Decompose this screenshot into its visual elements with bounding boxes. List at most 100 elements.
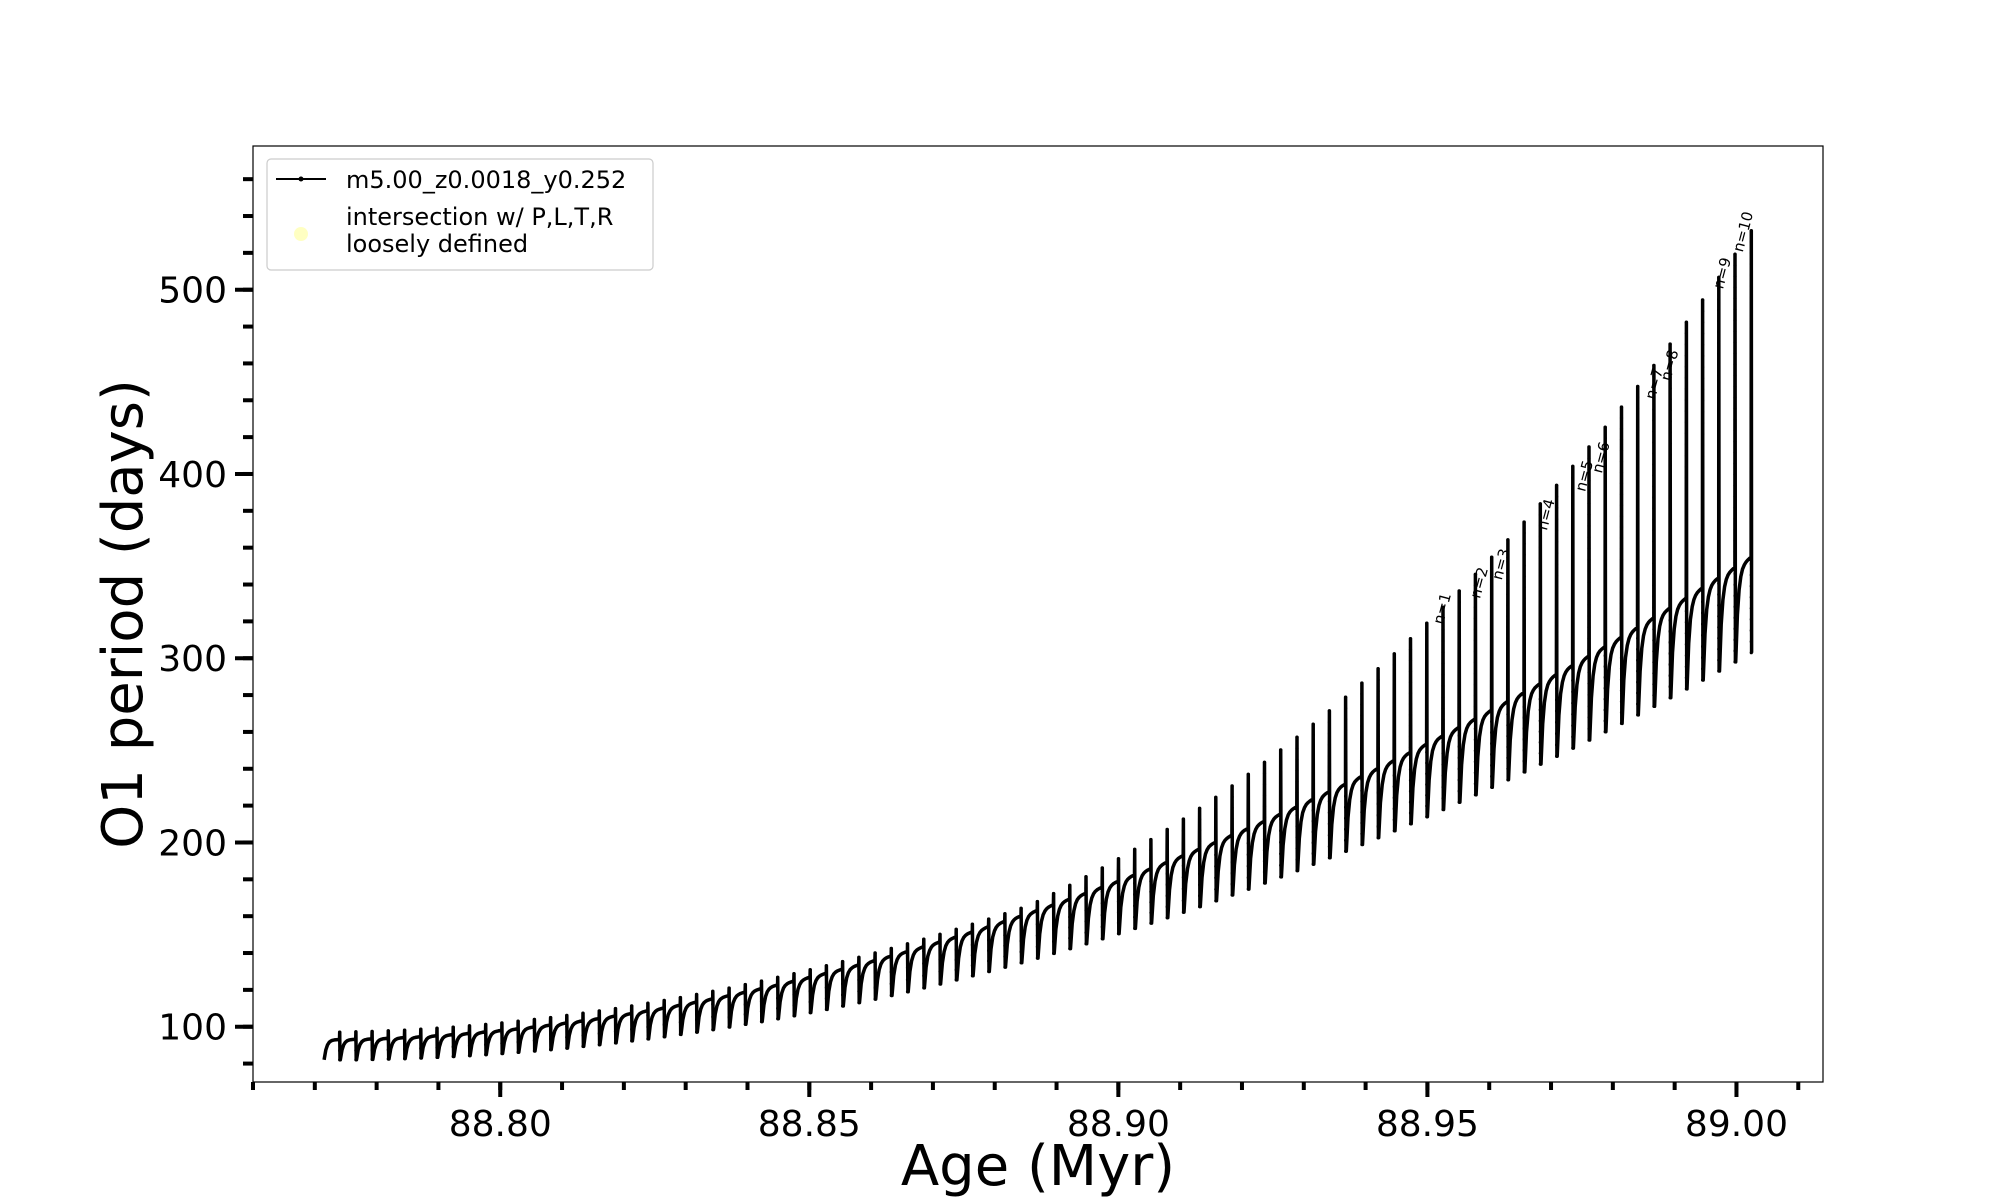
series-point bbox=[484, 1053, 488, 1057]
series-point bbox=[1084, 886, 1088, 890]
series-point bbox=[1457, 622, 1461, 627]
series-point bbox=[776, 996, 780, 1000]
series-point bbox=[1538, 578, 1542, 582]
series-point bbox=[1603, 588, 1607, 593]
series-point bbox=[1165, 827, 1169, 832]
series-point bbox=[1457, 678, 1461, 682]
series-point bbox=[776, 1017, 780, 1021]
series-point bbox=[1619, 492, 1624, 496]
series-point bbox=[987, 917, 991, 921]
series-point bbox=[1344, 750, 1348, 754]
series-point bbox=[1555, 585, 1559, 589]
series-point bbox=[1587, 535, 1591, 539]
series-point bbox=[1068, 904, 1072, 909]
series-point bbox=[1538, 534, 1542, 539]
series-point bbox=[922, 974, 926, 978]
series-point bbox=[1733, 462, 1737, 466]
series-point bbox=[370, 1039, 374, 1043]
series-point bbox=[1538, 708, 1542, 712]
series-point bbox=[1262, 826, 1267, 830]
series-point bbox=[1068, 947, 1072, 951]
series-point bbox=[1733, 384, 1737, 389]
series-point bbox=[1441, 639, 1445, 643]
series-point bbox=[889, 970, 893, 974]
series-point bbox=[1619, 416, 1624, 420]
series-point bbox=[1214, 818, 1218, 823]
series-point bbox=[743, 1002, 747, 1007]
series-point bbox=[467, 1024, 472, 1028]
series-point bbox=[1717, 538, 1721, 542]
annotation-label: n=1 bbox=[1429, 591, 1455, 626]
series-point bbox=[1652, 572, 1656, 577]
series-point bbox=[1473, 793, 1477, 797]
series-point bbox=[1701, 466, 1705, 470]
series-point bbox=[1522, 759, 1526, 763]
series-point bbox=[1522, 607, 1526, 611]
series-point bbox=[1619, 700, 1624, 704]
series-point bbox=[1717, 603, 1721, 608]
series-point bbox=[338, 1030, 342, 1034]
series-point bbox=[500, 1051, 504, 1056]
series-point bbox=[435, 1036, 439, 1040]
series-point bbox=[1116, 857, 1121, 861]
series-point bbox=[1295, 824, 1299, 828]
series-point bbox=[1749, 362, 1753, 366]
legend-circle-marker bbox=[294, 227, 308, 241]
series-point bbox=[1636, 417, 1640, 421]
series-point bbox=[630, 1027, 634, 1031]
series-point bbox=[1555, 607, 1559, 612]
series-point bbox=[1230, 849, 1234, 854]
series-point bbox=[1749, 495, 1753, 499]
series-point bbox=[1473, 660, 1477, 665]
series-point bbox=[954, 958, 958, 962]
series-point bbox=[1181, 829, 1185, 833]
series-point bbox=[1668, 408, 1672, 412]
series-point bbox=[1571, 746, 1575, 750]
series-point bbox=[1490, 643, 1494, 647]
series-point bbox=[938, 945, 942, 949]
series-point bbox=[467, 1044, 472, 1048]
series-point bbox=[1733, 285, 1737, 289]
series-point bbox=[1571, 678, 1575, 683]
series-point bbox=[922, 949, 926, 954]
series-point bbox=[857, 955, 861, 960]
series-point bbox=[1636, 483, 1640, 487]
series-point bbox=[1701, 298, 1705, 302]
series-point bbox=[1230, 795, 1234, 799]
series-point bbox=[1652, 374, 1656, 379]
series-point bbox=[1441, 706, 1445, 711]
series-point bbox=[1149, 921, 1153, 925]
series-point bbox=[1668, 685, 1672, 689]
series-point bbox=[824, 964, 829, 968]
series-point bbox=[500, 1021, 504, 1025]
series-point bbox=[1506, 560, 1510, 564]
series-point bbox=[905, 990, 910, 994]
series-point bbox=[1376, 791, 1380, 795]
series-point bbox=[857, 978, 861, 982]
series-point bbox=[1684, 665, 1688, 669]
series-point bbox=[532, 1038, 537, 1043]
series-point bbox=[1538, 740, 1542, 745]
series-point bbox=[581, 1033, 585, 1037]
series-point bbox=[1311, 722, 1315, 726]
series-point bbox=[1733, 539, 1737, 543]
series-point bbox=[1149, 890, 1153, 894]
series-point bbox=[1506, 614, 1510, 618]
series-point bbox=[1473, 705, 1477, 709]
series-point bbox=[1636, 680, 1640, 684]
series-point bbox=[1457, 733, 1461, 738]
series-point bbox=[630, 1004, 634, 1008]
series-point bbox=[613, 1029, 618, 1033]
annotation-label: n=9 bbox=[1709, 256, 1735, 291]
series-point bbox=[1733, 263, 1737, 267]
series-point bbox=[1376, 734, 1380, 738]
series-point bbox=[1522, 585, 1526, 589]
series-point bbox=[1457, 778, 1461, 782]
series-point bbox=[1603, 719, 1607, 723]
series-layer bbox=[322, 229, 1754, 1062]
series-point bbox=[1668, 441, 1672, 446]
series-point bbox=[1376, 723, 1380, 727]
series-point bbox=[1571, 509, 1575, 514]
series-point bbox=[1506, 690, 1510, 695]
series-point bbox=[1701, 622, 1705, 626]
